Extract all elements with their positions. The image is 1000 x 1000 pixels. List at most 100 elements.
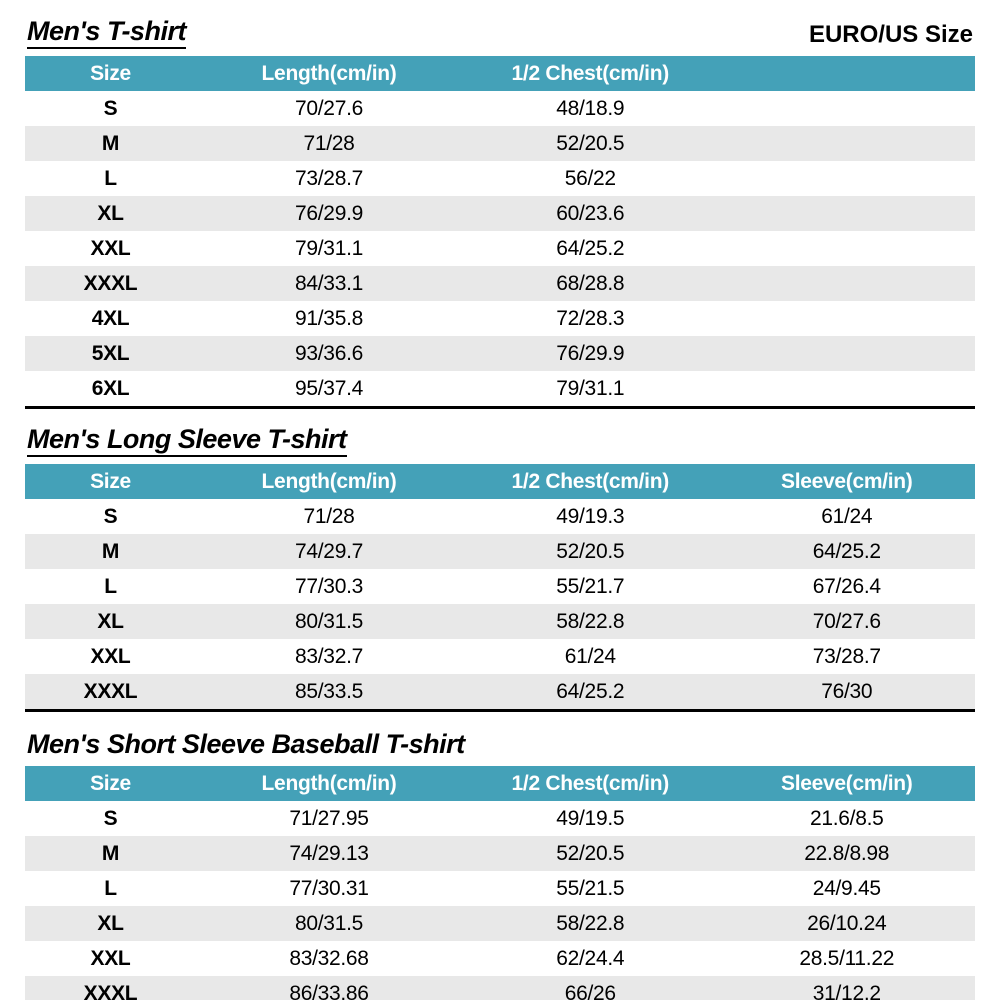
size-cell: L [25,161,196,196]
measurement-cell: 60/23.6 [462,196,719,231]
measurement-cell: 70/27.6 [718,604,975,639]
measurement-cell [718,266,975,301]
size-cell: M [25,126,196,161]
measurement-cell: 52/20.5 [462,126,719,161]
header-row: Size Length(cm/in) 1/2 Chest(cm/in) [25,56,975,91]
size-cell: M [25,836,196,871]
table-row: XL 76/29.9 60/23.6 [25,196,975,231]
measurement-cell: 49/19.3 [462,499,719,534]
size-cell: M [25,534,196,569]
measurement-cell: 71/27.95 [196,801,462,836]
section-mens-tshirt: Men's T-shirt EURO/US Size Size Length(cm… [25,16,975,409]
measurement-cell: 58/22.8 [462,604,719,639]
column-header: Length(cm/in) [196,464,462,499]
measurement-cell: 77/30.3 [196,569,462,604]
measurement-cell: 61/24 [462,639,719,674]
measurement-cell: 79/31.1 [196,231,462,266]
measurement-cell: 48/18.9 [462,91,719,126]
measurement-cell: 56/22 [462,161,719,196]
measurement-cell: 58/22.8 [462,906,719,941]
measurement-cell: 85/33.5 [196,674,462,711]
section-header-row: Men's Long Sleeve T-shirt [27,424,973,457]
column-header: Length(cm/in) [196,56,462,91]
measurement-cell: 79/31.1 [462,371,719,408]
mens-tshirt-size-table: Size Length(cm/in) 1/2 Chest(cm/in) S 70/27.… [25,56,975,409]
table-row: S 71/28 49/19.3 61/24 [25,499,975,534]
section-header-row: Men's T-shirt EURO/US Size [27,16,973,49]
table-row: XXL 83/32.68 62/24.4 28.5/11.22 [25,941,975,976]
size-cell: 4XL [25,301,196,336]
column-header: Sleeve(cm/in) [718,766,975,801]
measurement-cell: 26/10.24 [718,906,975,941]
section-header-row: Men's Short Sleeve Baseball T-shirt [27,727,973,759]
measurement-cell: 74/29.13 [196,836,462,871]
size-cell: 5XL [25,336,196,371]
measurement-cell: 55/21.5 [462,871,719,906]
table-row: XXL 79/31.1 64/25.2 [25,231,975,266]
column-header: Size [25,464,196,499]
measurement-cell [718,371,975,408]
measurement-cell [718,126,975,161]
size-cell: XXL [25,231,196,266]
header-row: Size Length(cm/in) 1/2 Chest(cm/in) Sleeve(… [25,766,975,801]
measurement-cell: 71/28 [196,126,462,161]
size-cell: XXL [25,941,196,976]
measurement-cell: 52/20.5 [462,836,719,871]
measurement-cell: 72/28.3 [462,301,719,336]
measurement-cell: 77/30.31 [196,871,462,906]
section-mens-long-sleeve-tshirt: Men's Long Sleeve T-shirt Size Length(cm/… [25,424,975,712]
measurement-cell: 73/28.7 [718,639,975,674]
measurement-cell: 62/24.4 [462,941,719,976]
table-row: XL 80/31.5 58/22.8 26/10.24 [25,906,975,941]
measurement-cell: 76/29.9 [462,336,719,371]
column-header: 1/2 Chest(cm/in) [462,464,719,499]
measurement-cell: 55/21.7 [462,569,719,604]
measurement-cell: 80/31.5 [196,604,462,639]
measurement-cell [718,161,975,196]
measurement-cell: 76/29.9 [196,196,462,231]
table-row: 5XL 93/36.6 76/29.9 [25,336,975,371]
measurement-cell: 64/25.2 [718,534,975,569]
measurement-cell: 73/28.7 [196,161,462,196]
table-row: 6XL 95/37.4 79/31.1 [25,371,975,408]
measurement-cell: 84/33.1 [196,266,462,301]
table-row: M 71/28 52/20.5 [25,126,975,161]
measurement-cell: 80/31.5 [196,906,462,941]
measurement-cell: 22.8/8.98 [718,836,975,871]
section-title-mens-tshirt: Men's T-shirt [27,16,186,49]
table-row: S 71/27.95 49/19.5 21.6/8.5 [25,801,975,836]
measurement-cell: 74/29.7 [196,534,462,569]
table-row: L 77/30.3 55/21.7 67/26.4 [25,569,975,604]
size-cell: XL [25,196,196,231]
size-cell: XXXL [25,674,196,711]
column-header: Size [25,56,196,91]
header-row: Size Length(cm/in) 1/2 Chest(cm/in) Sleeve(… [25,464,975,499]
table-row: L 77/30.31 55/21.5 24/9.45 [25,871,975,906]
size-cell: S [25,499,196,534]
table-row: L 73/28.7 56/22 [25,161,975,196]
measurement-cell: 64/25.2 [462,674,719,711]
size-cell: XL [25,604,196,639]
measurement-cell [718,196,975,231]
measurement-cell [718,301,975,336]
measurement-cell: 76/30 [718,674,975,711]
table-row: 4XL 91/35.8 72/28.3 [25,301,975,336]
size-cell: XXXL [25,266,196,301]
table-row: S 70/27.6 48/18.9 [25,91,975,126]
size-cell: XXL [25,639,196,674]
section-mens-short-sleeve-baseball-tshirt: Men's Short Sleeve Baseball T-shirt Size… [25,727,975,1000]
measurement-cell: 49/19.5 [462,801,719,836]
column-header: 1/2 Chest(cm/in) [462,56,719,91]
measurement-cell [718,231,975,266]
measurement-cell: 28.5/11.22 [718,941,975,976]
measurement-cell: 31/12.2 [718,976,975,1000]
table-row: XXL 83/32.7 61/24 73/28.7 [25,639,975,674]
measurement-cell: 21.6/8.5 [718,801,975,836]
column-header: Length(cm/in) [196,766,462,801]
measurement-cell: 71/28 [196,499,462,534]
size-cell: L [25,569,196,604]
measurement-cell: 67/26.4 [718,569,975,604]
size-cell: L [25,871,196,906]
measurement-cell: 95/37.4 [196,371,462,408]
mens-short-sleeve-baseball-tshirt-size-table: Size Length(cm/in) 1/2 Chest(cm/in) Sleeve(… [25,766,975,1000]
